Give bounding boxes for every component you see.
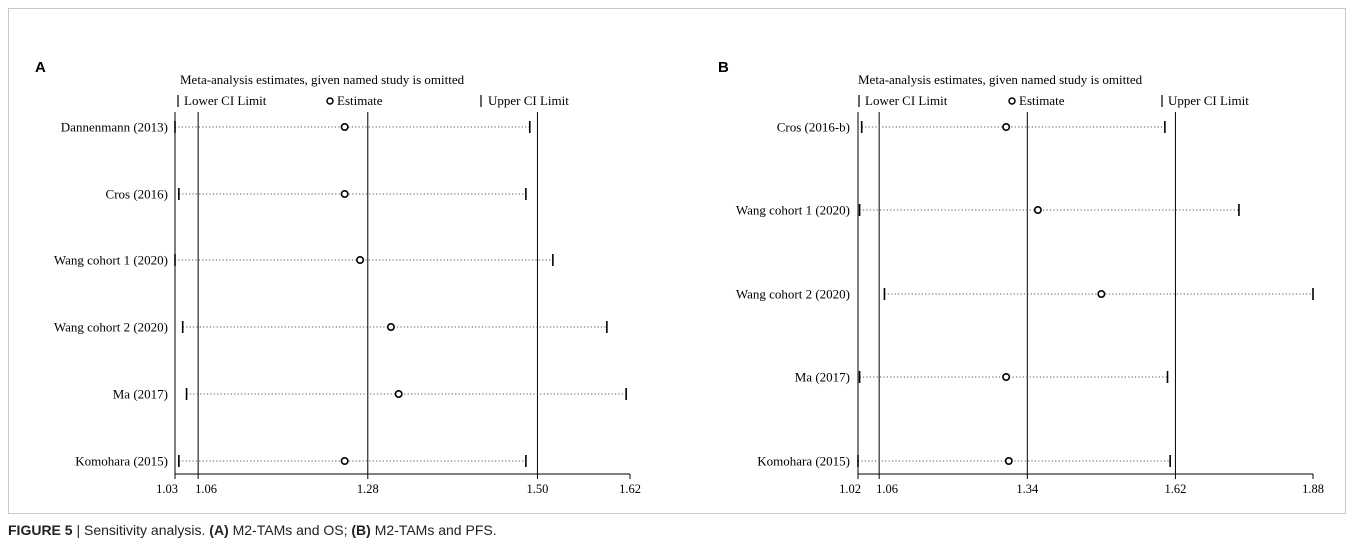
- caption-separator: |: [72, 522, 84, 538]
- legend-estimate-mark: [1008, 97, 1016, 105]
- legend-lower-label: Lower CI Limit: [865, 93, 948, 108]
- caption-label-a: (A): [209, 522, 229, 538]
- estimate-point: [340, 190, 349, 199]
- estimate-point: [394, 389, 403, 398]
- x-tick-label: 1.03: [156, 482, 178, 496]
- study-label: Wang cohort 1 (2020): [54, 253, 168, 268]
- panel-a-plot: 1.03 1.06 1.28 1.50 1.62 Dannenmann (2013) Cro…: [54, 112, 641, 496]
- caption-text-3: M2-TAMs and PFS.: [370, 522, 497, 538]
- estimate-point: [1002, 372, 1011, 381]
- panel-b-title: Meta-analysis estimates, given named stu…: [858, 72, 1143, 87]
- figure-caption: FIGURE 5 | Sensitivity analysis. (A) M2-…: [8, 522, 1346, 538]
- study-label: Ma (2017): [113, 387, 168, 402]
- study-label: Cros (2016-b): [777, 120, 850, 135]
- study-label: Wang cohort 1 (2020): [736, 203, 850, 218]
- panel-a-legend: Lower CI Limit Estimate Upper CI Limit: [177, 93, 569, 108]
- x-tick-label: 1.62: [1165, 482, 1187, 496]
- caption-label-b: (B): [351, 522, 371, 538]
- panel-b-legend: Lower CI Limit Estimate Upper CI Limit: [858, 93, 1249, 108]
- study-label: Wang cohort 2 (2020): [736, 287, 850, 302]
- legend-upper-label: Upper CI Limit: [488, 93, 569, 108]
- x-tick-label: 1.50: [527, 482, 549, 496]
- x-tick-label: 1.88: [1302, 482, 1324, 496]
- study-label: Komohara (2015): [75, 454, 168, 469]
- panel-b-plot: 1.02 1.06 1.34 1.62 1.88 Cros (2016-b) Wang co…: [736, 112, 1324, 496]
- study-label: Dannenmann (2013): [61, 120, 168, 135]
- estimate-point: [1097, 289, 1106, 298]
- x-tick-label: 1.62: [619, 482, 641, 496]
- panel-b: B Meta-analysis estimates, given named s…: [718, 59, 1324, 496]
- caption-figure-label: FIGURE 5: [8, 522, 73, 538]
- panel-a-letter: A: [35, 59, 46, 76]
- x-tick-label: 1.28: [357, 482, 379, 496]
- x-tick-label: 1.06: [195, 482, 217, 496]
- x-tick-label: 1.06: [876, 482, 898, 496]
- panel-a-title: Meta-analysis estimates, given named stu…: [180, 72, 465, 87]
- caption-text-1: Sensitivity analysis.: [84, 522, 210, 538]
- estimate-point: [1033, 206, 1042, 215]
- legend-lower-label: Lower CI Limit: [184, 93, 267, 108]
- study-label: Wang cohort 2 (2020): [54, 320, 168, 335]
- legend-estimate-label: Estimate: [1019, 93, 1065, 108]
- legend-upper-label: Upper CI Limit: [1168, 93, 1249, 108]
- panel-a: A Meta-analysis estimates, given named s…: [35, 59, 641, 496]
- estimate-point: [356, 255, 365, 264]
- legend-estimate-label: Estimate: [337, 93, 383, 108]
- figure-svg: A Meta-analysis estimates, given named s…: [35, 59, 1324, 496]
- figure-frame: [8, 8, 1346, 514]
- estimate-point: [1004, 456, 1013, 465]
- panel-b-letter: B: [718, 59, 729, 76]
- study-label: Komohara (2015): [757, 454, 850, 469]
- study-label: Ma (2017): [795, 370, 850, 385]
- estimate-point: [386, 322, 395, 331]
- estimate-point: [340, 456, 349, 465]
- x-tick-label: 1.02: [839, 482, 861, 496]
- x-tick-label: 1.34: [1016, 482, 1039, 496]
- caption-text-2: M2-TAMs and OS;: [228, 522, 352, 538]
- estimate-point: [1002, 123, 1011, 132]
- study-label: Cros (2016): [106, 187, 168, 202]
- estimate-point: [340, 123, 349, 132]
- legend-estimate-mark: [326, 97, 334, 105]
